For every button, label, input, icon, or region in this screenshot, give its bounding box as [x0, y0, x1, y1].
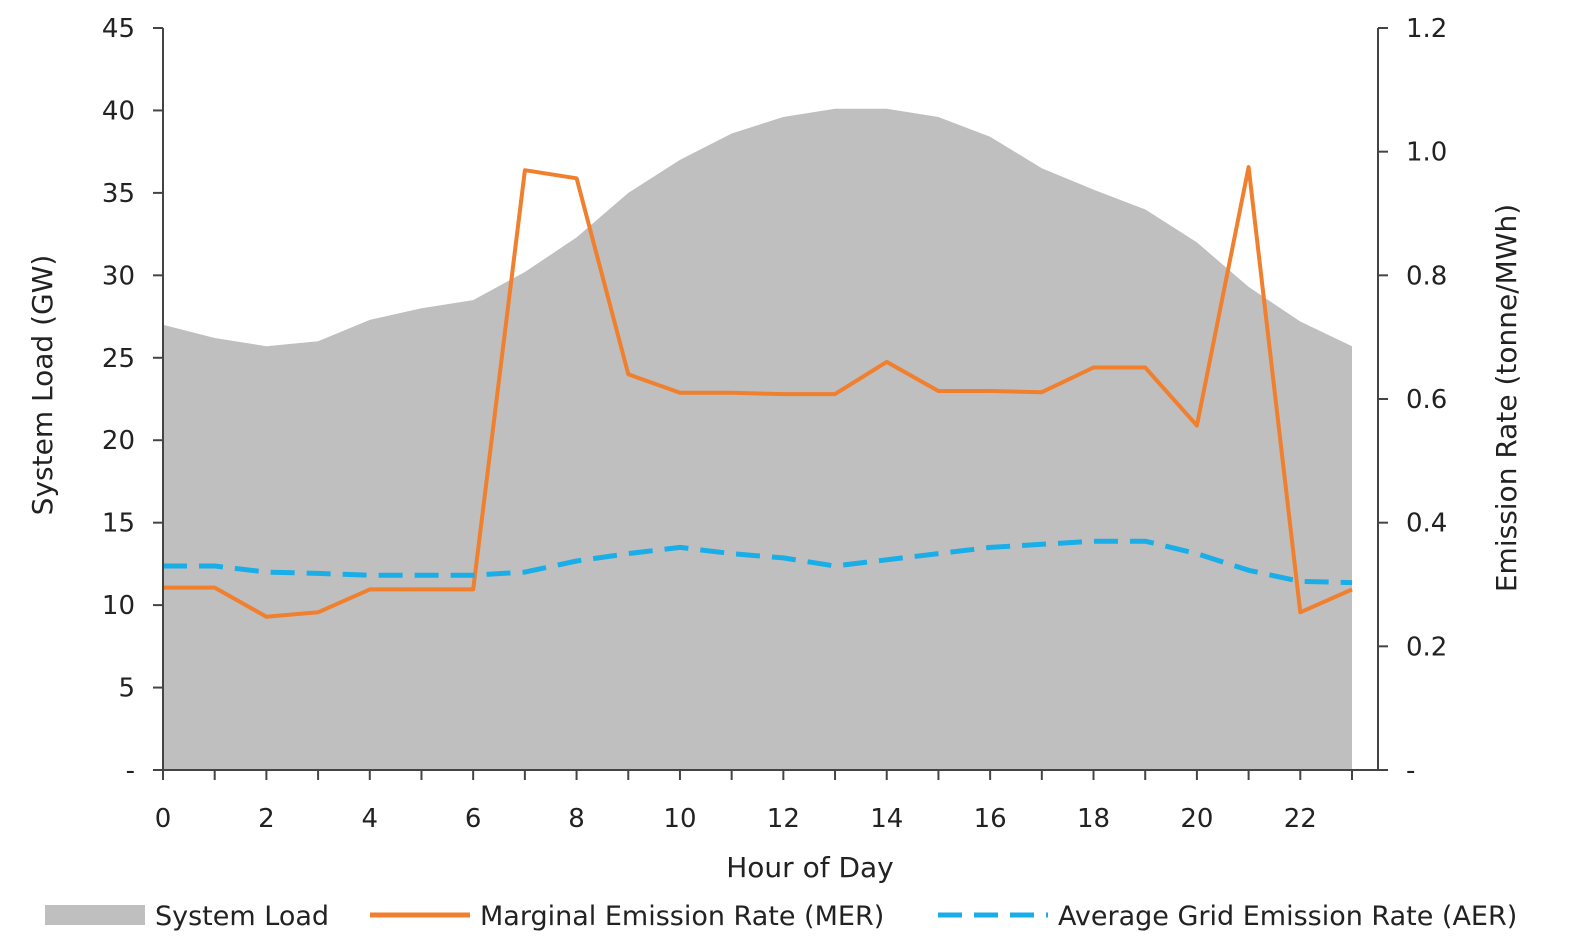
x-tick-label: 12	[767, 804, 800, 834]
y-right-tick-label: 0.4	[1406, 509, 1447, 539]
legend-label-system-load: System Load	[155, 901, 329, 932]
y-left-tick-label: 20	[102, 426, 135, 456]
x-tick-label: 20	[1180, 804, 1213, 834]
series-area-system-load	[163, 108, 1352, 771]
x-tick-label: 8	[568, 804, 585, 834]
x-tick-label: 0	[155, 804, 172, 834]
y-right-tick-label: 0.8	[1406, 261, 1447, 291]
y-right-tick-label: 1.0	[1406, 138, 1447, 168]
legend-label-average-grid-emission-rate-aer: Average Grid Emission Rate (AER)	[1058, 901, 1517, 932]
x-tick-label: 14	[870, 804, 903, 834]
y-left-tick-label: 40	[102, 96, 135, 126]
y-left-tick-label: 45	[102, 14, 135, 44]
y-right-tick-label: -	[1406, 756, 1415, 786]
y-left-tick-label: 35	[102, 179, 135, 209]
legend: System Load Marginal Emission Rate (MER) A…	[45, 901, 1517, 932]
y-left-tick-label: 5	[118, 674, 135, 704]
y-left-tick-label: 25	[102, 344, 135, 374]
x-tick-label: 4	[362, 804, 379, 834]
y-right-tick-label: 0.2	[1406, 632, 1447, 662]
x-axis-title: Hour of Day	[726, 851, 894, 884]
y-right-axis-title: Emission Rate (tonne/MWh)	[1490, 204, 1523, 592]
y-left-tick-label: -	[126, 756, 135, 786]
x-tick-label: 6	[465, 804, 482, 834]
plot-area	[163, 108, 1353, 771]
x-tick-label: 22	[1284, 804, 1317, 834]
legend-label-marginal-emission-rate-mer: Marginal Emission Rate (MER)	[480, 901, 884, 932]
legend-swatch-system-load	[45, 905, 145, 925]
axes: - 5 10 15 20 25 30 35 40 45 - 0.2 0.4 0.6 0.8 1.0 1.2 0 2 4…	[102, 14, 1447, 834]
series-line-marginal-emission-rate-mer	[163, 165, 1353, 619]
series-line-average-grid-emission-rate-aer	[163, 538, 1353, 586]
x-tick-label: 16	[974, 804, 1007, 834]
y-left-tick-label: 10	[102, 591, 135, 621]
x-tick-label: 2	[258, 804, 275, 834]
y-left-axis-title: System Load (GW)	[26, 255, 59, 516]
x-tick-label: 18	[1077, 804, 1110, 834]
y-left-tick-label: 15	[102, 509, 135, 539]
y-right-tick-label: 0.6	[1406, 385, 1447, 415]
y-right-tick-label: 1.2	[1406, 14, 1447, 44]
x-tick-label: 10	[663, 804, 696, 834]
y-left-tick-label: 30	[102, 261, 135, 291]
